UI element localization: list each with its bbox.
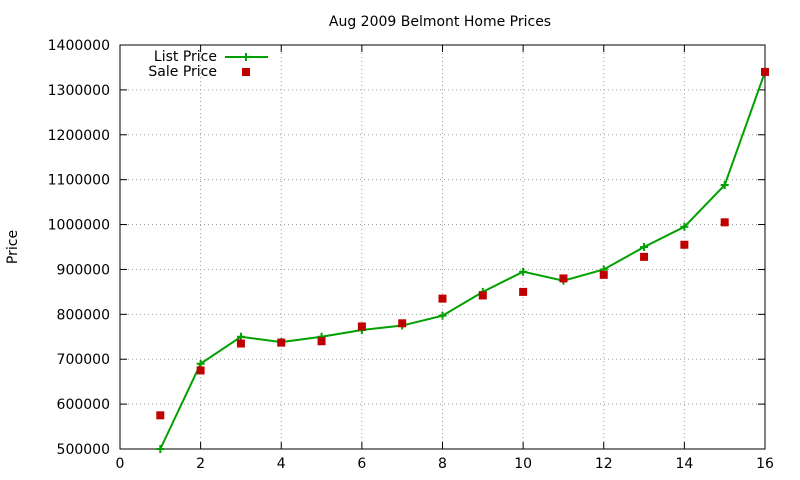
x-tick-label: 12 [595, 456, 613, 472]
y-tick-label: 700000 [57, 352, 110, 368]
data-point-sale-price [559, 274, 568, 283]
series-line-list-price [159, 71, 766, 450]
legend-label-sale-price: Sale Price [148, 64, 217, 80]
legend: List Price Sale Price [148, 49, 268, 80]
data-point-sale-price [398, 319, 407, 328]
data-point-list-price [236, 332, 245, 341]
y-tick-label: 900000 [57, 262, 110, 278]
y-tick-label: 500000 [57, 442, 110, 458]
data-point-sale-price [720, 218, 729, 227]
x-tick-label: 6 [357, 456, 366, 472]
x-tick-label: 0 [116, 456, 125, 472]
data-point-list-price [680, 222, 689, 231]
data-point-list-price [720, 181, 729, 190]
data-point-sale-price [277, 338, 286, 347]
data-point-list-price [196, 359, 205, 368]
legend-marker-list-price [242, 53, 250, 61]
x-tick-label: 10 [514, 456, 532, 472]
series-group [156, 67, 769, 453]
x-tick-label: 4 [277, 456, 286, 472]
x-tick-label: 2 [196, 456, 205, 472]
y-tick-label: 600000 [57, 397, 110, 413]
chart-title: Aug 2009 Belmont Home Prices [329, 14, 551, 30]
y-tick-label: 800000 [57, 307, 110, 323]
data-point-sale-price [156, 411, 165, 420]
y-tick-label: 1200000 [48, 128, 110, 144]
y-tick-label: 1400000 [48, 38, 110, 54]
y-tick-label: 1000000 [48, 218, 110, 234]
axes: 500000 600000 700000 800000 900000 1000000 110… [48, 38, 774, 472]
x-tick-label: 14 [675, 456, 693, 472]
data-point-sale-price [317, 337, 326, 346]
y-tick-label: 1300000 [48, 83, 110, 99]
x-tick-label: 16 [756, 456, 774, 472]
data-point-sale-price [236, 339, 245, 348]
y-tick-label: 1100000 [48, 173, 110, 189]
data-point-sale-price [680, 240, 689, 249]
data-point-list-price [519, 267, 528, 276]
data-point-list-price [156, 445, 165, 453]
data-point-sale-price [478, 291, 487, 300]
data-point-list-price [640, 243, 649, 251]
data-point-sale-price [357, 322, 366, 331]
plot-frame [119, 44, 766, 450]
data-point-list-price [438, 311, 447, 320]
grid-lines [120, 45, 765, 449]
data-point-sale-price [519, 287, 528, 296]
legend-label-list-price: List Price [154, 49, 217, 65]
data-point-sale-price [640, 252, 649, 261]
data-point-sale-price [599, 270, 608, 279]
x-tick-label: 8 [438, 456, 447, 472]
data-point-sale-price [196, 366, 205, 375]
data-point-sale-price [761, 67, 769, 76]
y-axis-label: Price [5, 230, 21, 264]
legend-marker-sale-price [242, 68, 250, 76]
data-point-sale-price [438, 294, 447, 303]
